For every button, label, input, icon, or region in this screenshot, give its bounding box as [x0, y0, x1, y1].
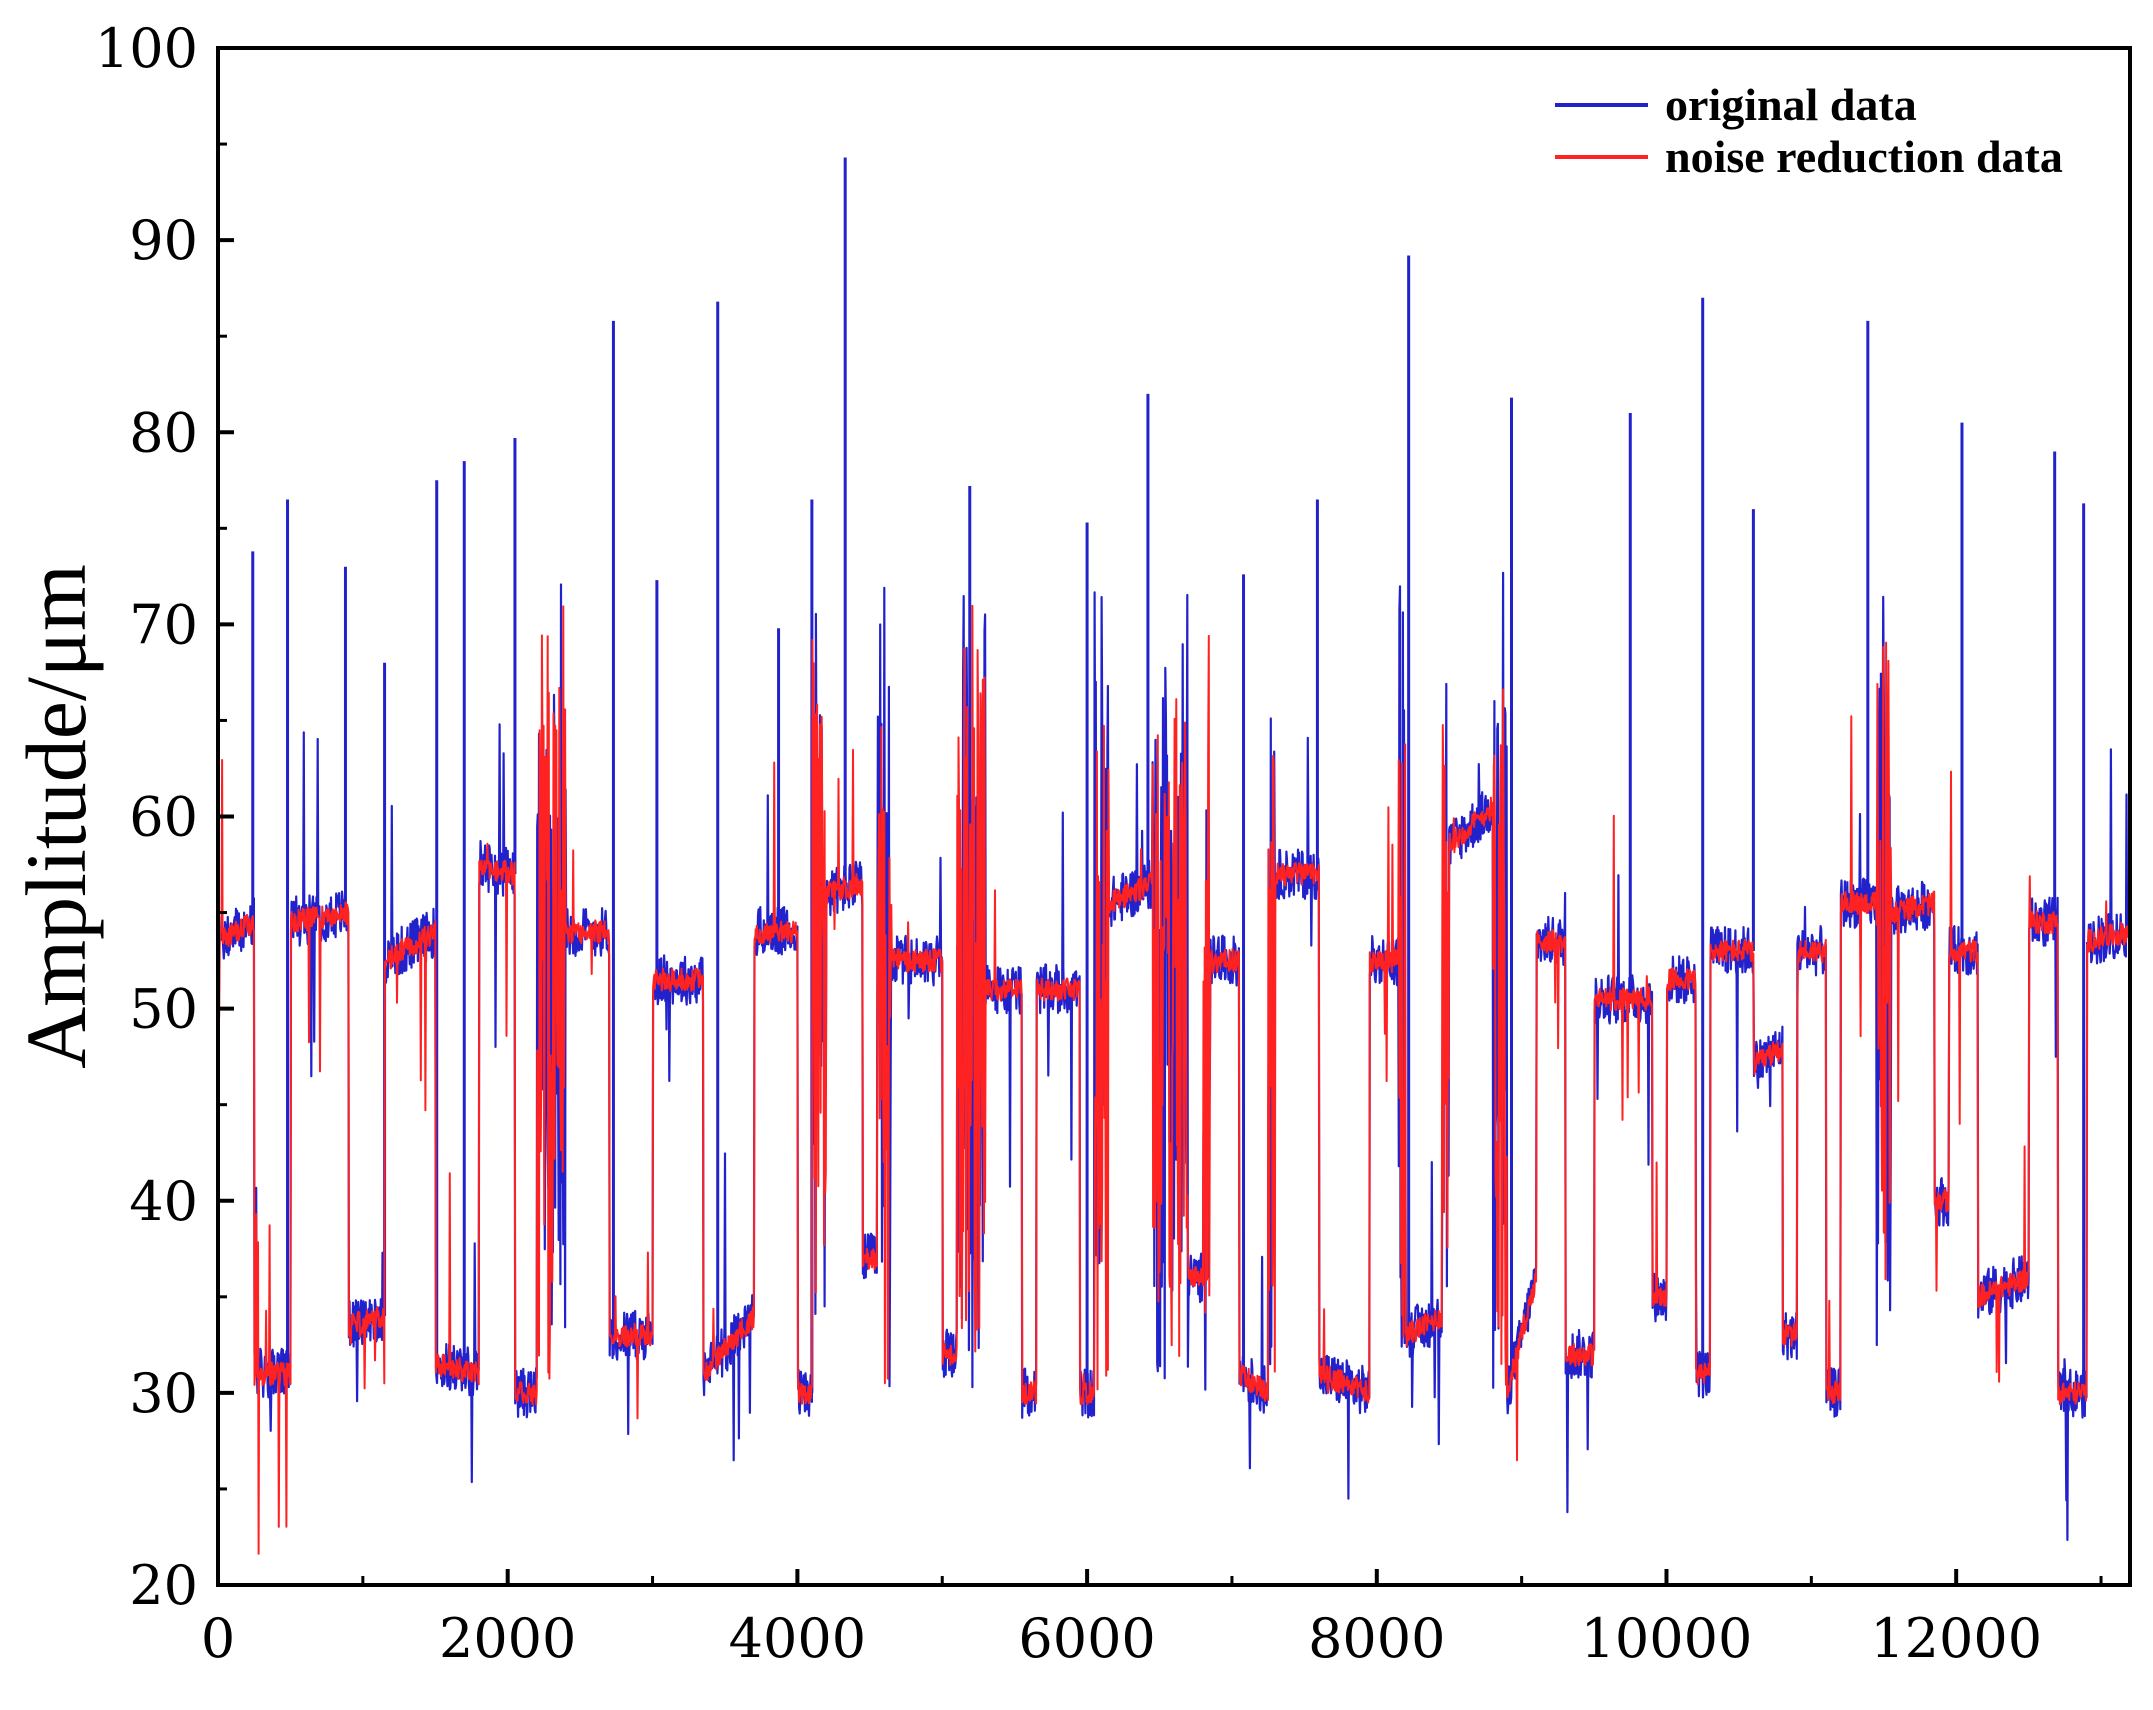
x-tick-label-0: 0 [201, 1607, 235, 1670]
y-tick-label-5: 70 [129, 593, 198, 656]
noise-reduction-data-line [218, 604, 2130, 1555]
legend: original data noise reduction data [1555, 79, 2063, 182]
x-tick-label-5: 10000 [1581, 1607, 1753, 1670]
series-noise-reduction-data [218, 604, 2130, 1555]
x-tick-label-2: 4000 [729, 1607, 866, 1670]
original-data-line [218, 571, 2130, 1541]
x-tick-label-1: 2000 [439, 1607, 576, 1670]
y-axis-title: Amplitude/μm [8, 564, 104, 1069]
y-tick-label-2: 40 [129, 1170, 198, 1233]
y-tick-label-8: 100 [95, 17, 198, 80]
legend-label-original: original data [1665, 79, 1917, 130]
legend-label-noise-reduction: noise reduction data [1665, 131, 2063, 182]
x-tick-label-6: 12000 [1870, 1607, 2042, 1670]
y-tick-label-0: 20 [129, 1554, 198, 1617]
x-tick-label-3: 6000 [1018, 1607, 1155, 1670]
y-tick-label-4: 60 [129, 786, 198, 849]
x-axis: 0 2000 4000 6000 8000 10000 12000 [201, 1569, 2103, 1670]
y-tick-label-6: 80 [129, 401, 198, 464]
x-tick-label-4: 8000 [1308, 1607, 1445, 1670]
y-tick-label-3: 50 [129, 978, 198, 1041]
y-tick-label-1: 30 [129, 1362, 198, 1425]
y-axis: 20 30 40 50 60 70 80 90 100 [95, 17, 234, 1617]
y-tick-label-7: 90 [129, 209, 198, 272]
